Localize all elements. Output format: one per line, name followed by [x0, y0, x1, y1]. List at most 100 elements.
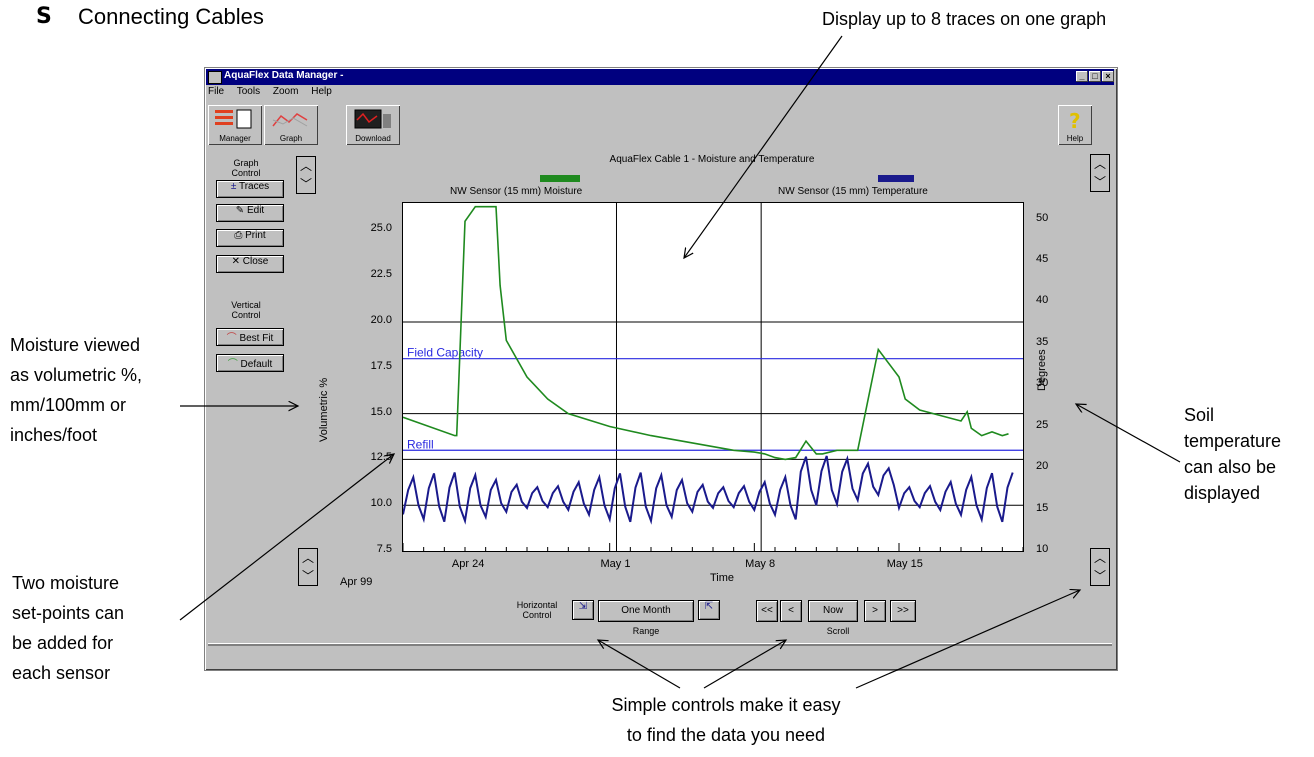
zoom-out-button[interactable]: ⇲	[572, 600, 594, 620]
y2-tick-label: 30	[1036, 377, 1049, 390]
menu-file[interactable]: File	[208, 86, 225, 97]
range-label: Range	[632, 626, 660, 636]
scroll-now-button[interactable]: Now	[808, 600, 858, 622]
y-tick-label: 7.5	[376, 543, 392, 555]
graph-label: Graph	[279, 134, 303, 143]
arrow-range	[598, 640, 681, 689]
manager-button[interactable]: Manager	[208, 105, 262, 145]
download-button[interactable]: Download	[346, 105, 400, 145]
setpoint-label: Refill	[407, 437, 434, 451]
y-tick-label: 10.0	[370, 497, 392, 510]
edit-button[interactable]: ✎ Edit	[216, 204, 284, 222]
y-tick-label: 17.5	[370, 359, 392, 372]
minimize-icon[interactable]: _	[1076, 71, 1088, 82]
y-tick-label: 25.0	[370, 222, 392, 235]
temperature-series-line	[402, 455, 1014, 525]
y-tick-label: 12.5	[370, 451, 392, 464]
chevron-down-icon[interactable]: ﹀	[299, 177, 312, 191]
callout-controls: Simple controls make it easy to find the…	[556, 690, 896, 750]
callout-soil-temp-line: can also be	[1184, 457, 1277, 477]
callout-setpoints-line: be added for	[12, 633, 114, 653]
maximize-icon[interactable]: □	[1089, 71, 1101, 82]
lower-left-scroll-arrows[interactable]: ︿ ﹀	[298, 548, 318, 586]
callout-moisture-line: as volumetric %,	[10, 365, 143, 385]
callout-traces: Display up to 8 traces on one graph	[822, 9, 1107, 29]
manager-icon	[215, 109, 252, 129]
close-button[interactable]: ✕ Close	[216, 255, 284, 273]
help-button[interactable]: ? Help	[1058, 105, 1092, 145]
callout-setpoints-line: Two moisture	[12, 573, 120, 593]
x-tick-label: May 8	[745, 558, 776, 570]
moisture-series-line	[402, 205, 1009, 461]
x-axis-label: Time	[709, 572, 735, 584]
y2-tick-label: 35	[1036, 335, 1049, 348]
right-scroll-arrows[interactable]: ︿ ﹀	[1090, 154, 1110, 192]
print-button[interactable]: ⎙ Print	[216, 229, 284, 247]
vertical-control-label: Vertical Control	[231, 300, 261, 320]
plot-area: Field Capacity Refill	[402, 202, 1024, 552]
callout-moisture-line: Moisture viewed	[10, 335, 141, 355]
help-label: Help	[1066, 134, 1084, 143]
edit-label: Edit	[246, 205, 265, 216]
y2-tick-label: 15	[1036, 501, 1049, 514]
setpoint-label: Field Capacity	[407, 346, 483, 360]
scroll-first-button[interactable]: <<	[756, 600, 778, 622]
best-fit-button[interactable]: ⌒ Best Fit	[216, 328, 284, 346]
callout-soil-temp-line: temperature	[1184, 431, 1282, 451]
chevron-up-icon[interactable]: ︿	[1093, 157, 1106, 171]
range-selector[interactable]: One Month	[598, 600, 694, 622]
close-label: Close	[242, 256, 269, 267]
zoom-in-button[interactable]: ⇱	[698, 600, 720, 620]
moisture-legend-label: NW Sensor (15 mm) Moisture	[450, 186, 583, 197]
title-bar: AquaFlex Data Manager - _ □ ×	[206, 69, 1114, 85]
chevron-up-icon[interactable]: ︿	[1093, 551, 1106, 565]
y2-tick-label: 10	[1036, 543, 1049, 555]
zoom-in-icon: ⇱	[704, 601, 714, 612]
traces-button[interactable]: ± Traces	[216, 180, 284, 198]
temperature-legend-label: NW Sensor (15 mm) Temperature	[778, 186, 928, 197]
chevron-up-icon[interactable]: ︿	[299, 159, 312, 173]
y-tick-label: 22.5	[370, 268, 392, 281]
graph-scroll-arrows[interactable]: ︿ ﹀	[296, 156, 316, 194]
x-tick-label: May 15	[886, 558, 923, 570]
edit-icon: ✎	[235, 205, 245, 216]
menu-help[interactable]: Help	[311, 86, 332, 97]
arrow-traces	[684, 35, 843, 258]
callout-moisture-line: mm/100mm or	[10, 395, 127, 415]
graph-button[interactable]: Graph	[264, 105, 318, 145]
app-icon	[208, 71, 222, 84]
scroll-next-button[interactable]: >	[864, 600, 886, 622]
best-fit-icon: ⌒	[226, 333, 237, 344]
arrow-side-scroll	[855, 590, 1080, 689]
callout-moisture-line: inches/foot	[10, 425, 98, 445]
close-icon[interactable]: ×	[1102, 71, 1114, 82]
chevron-down-icon[interactable]: ﹀	[301, 569, 314, 583]
horizontal-control-label: Horizontal Control	[516, 600, 558, 620]
best-fit-label: Best Fit	[239, 333, 274, 344]
chevron-up-icon[interactable]: ︿	[301, 551, 314, 565]
chevron-down-icon[interactable]: ﹀	[1093, 569, 1106, 583]
lower-right-scroll-arrows[interactable]: ︿ ﹀	[1090, 548, 1110, 586]
heading-bullet: S	[36, 4, 52, 29]
scroll-label: Scroll	[826, 626, 850, 636]
moisture-legend-swatch	[540, 175, 580, 182]
y2-tick-label: 40	[1036, 294, 1049, 307]
default-icon: ⌒	[227, 359, 238, 370]
scroll-prev-button[interactable]: <	[780, 600, 802, 622]
callout-setpoints-line: set-points can	[12, 603, 125, 623]
callout-soil-temp-line: displayed	[1184, 483, 1261, 503]
download-label: Download	[355, 134, 391, 143]
chart-title: AquaFlex Cable 1 - Moisture and Temperat…	[609, 154, 815, 165]
svg-text:?: ?	[1069, 109, 1081, 132]
scroll-last-button[interactable]: >>	[890, 600, 916, 622]
status-bar	[208, 644, 1112, 666]
y2-tick-label: 50	[1036, 211, 1049, 224]
menu-tools[interactable]: Tools	[236, 86, 261, 97]
chevron-down-icon[interactable]: ﹀	[1093, 175, 1106, 189]
arrow-soil-temp	[1076, 404, 1181, 463]
y-tick-label: 15.0	[370, 405, 392, 418]
menu-zoom[interactable]: Zoom	[272, 86, 299, 97]
default-button[interactable]: ⌒ Default	[216, 354, 284, 372]
graph-control-label: Graph Control	[231, 158, 261, 178]
